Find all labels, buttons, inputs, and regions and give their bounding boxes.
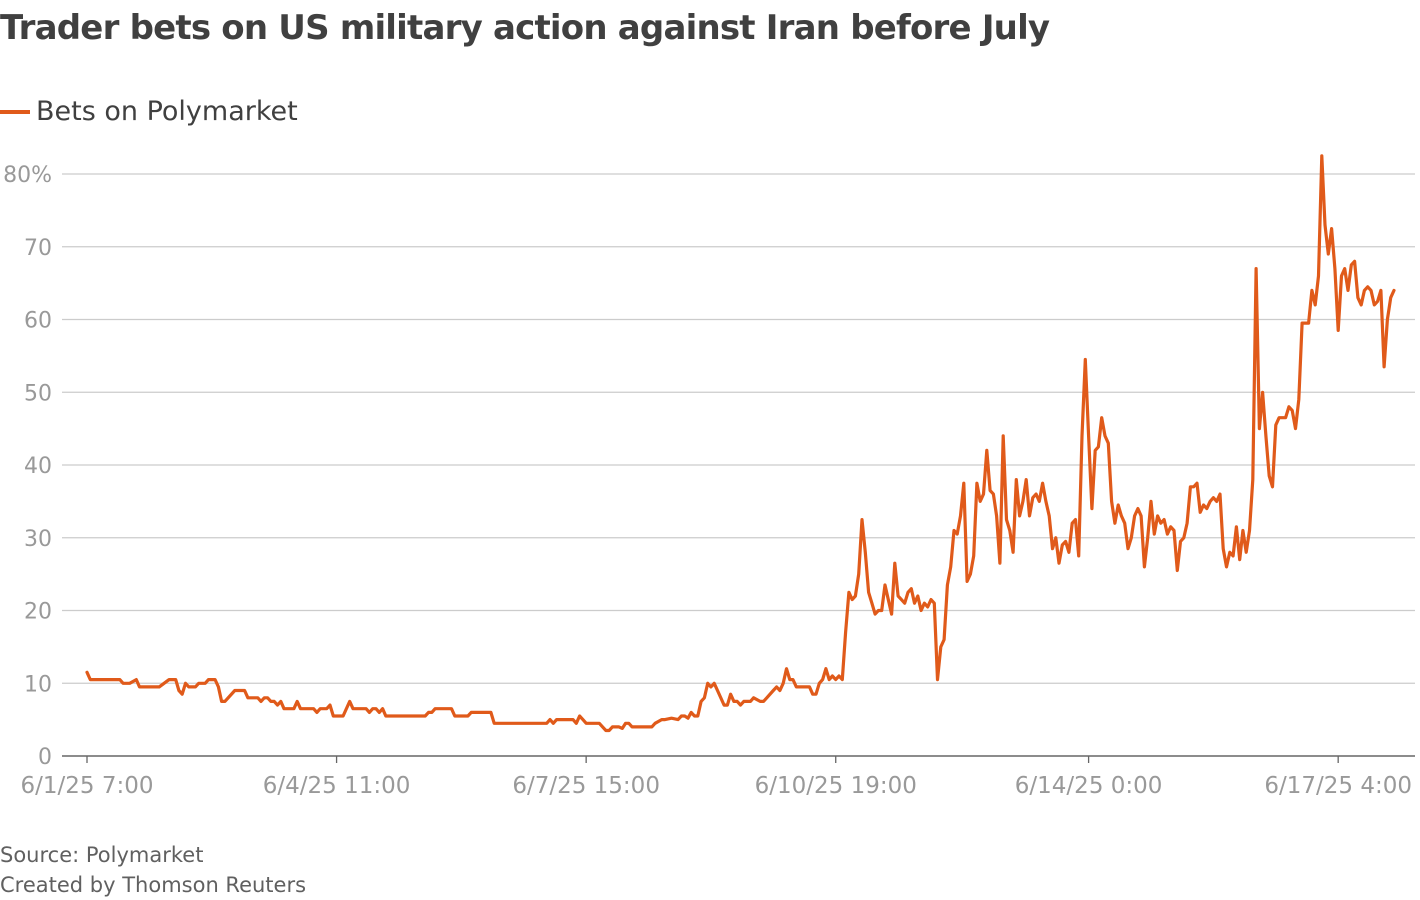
chart-title: Trader bets on US military action agains… [0, 8, 1050, 48]
legend-swatch [0, 109, 30, 114]
y-tick-label: 30 [24, 527, 52, 552]
credit-note: Created by Thomson Reuters [0, 873, 307, 897]
y-tick-label: 50 [24, 381, 52, 406]
source-note: Source: Polymarket [0, 843, 204, 867]
y-tick-label: 70 [24, 236, 52, 261]
legend-label: Bets on Polymarket [36, 96, 298, 127]
x-axis-ticks: 6/1/25 7:00 6/4/25 11:00 6/7/25 15:00 6/10/… [21, 756, 1412, 799]
y-tick-label: 20 [24, 600, 52, 625]
x-tick-label: 6/17/25 4:00 [1264, 773, 1412, 799]
y-tick-label: 40 [24, 454, 52, 479]
x-tick-label: 6/14/25 0:00 [1015, 773, 1163, 799]
y-axis-ticks: 0 10 20 30 40 50 60 70 80% [3, 163, 52, 770]
y-tick-label: 60 [24, 309, 52, 334]
x-tick-label: 6/7/25 15:00 [512, 773, 660, 799]
x-tick-label: 6/1/25 7:00 [21, 773, 154, 799]
x-tick-label: 6/10/25 19:00 [755, 773, 917, 799]
series-line-bets-on-polymarket [85, 154, 1396, 733]
legend: Bets on Polymarket [0, 96, 298, 127]
y-tick-label: 10 [24, 672, 52, 697]
y-tick-label: 80% [3, 163, 52, 188]
series-group [85, 154, 1396, 733]
gridlines [62, 173, 1415, 757]
y-tick-label: 0 [38, 745, 52, 770]
x-tick-label: 6/4/25 11:00 [263, 773, 411, 799]
